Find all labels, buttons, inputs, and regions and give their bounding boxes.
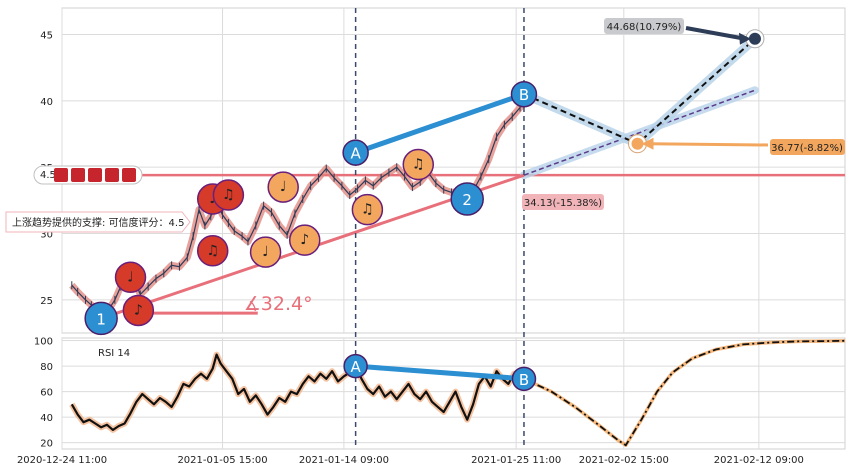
y-tick-label: 30 (40, 230, 53, 241)
callout-down-arrowhead (641, 137, 654, 150)
rating-chip (105, 168, 119, 182)
x-tick-label: 2021-02-02 15:00 (579, 455, 669, 466)
rsi-tick-label: 20 (40, 439, 53, 450)
note-marker (114, 261, 147, 294)
angle-label: ∡32.4° (244, 293, 313, 315)
wave-point-label: B (519, 86, 529, 104)
rsi-wave-point-a (343, 353, 368, 379)
rsi-panel: 20 40 60 80 100 RSI 14 (34, 337, 846, 450)
note-glyph: ♩ (127, 269, 134, 285)
x-tick-label: 2021-01-05 15:00 (177, 455, 267, 466)
x-axis: 2020-12-24 11:00 2021-01-05 15:00 2021-01-… (17, 455, 804, 466)
note-marker (267, 171, 299, 203)
trend-projection-line (523, 89, 756, 176)
note-glyph: ♩ (280, 179, 287, 195)
annotations: ♩ ♪ ♩ ♫ ♫ ♩ ♩ ♪ ♫ ♫ 1 2 A B 44.68(10.79%) 36.77(-8.82%)… (5, 8, 845, 449)
rating-chip (54, 168, 68, 182)
callout-support-box (522, 194, 604, 210)
x-tick-label: 2021-02-12 09:00 (714, 455, 804, 466)
y-tick-label: 45 (40, 31, 53, 42)
rating-chip (71, 168, 85, 182)
support-label-box (5, 211, 191, 233)
rsi-tick-label: 60 (40, 388, 53, 399)
callout-support-text: 34.13(-15.38%) (524, 198, 602, 209)
rsi-tick-label: 80 (40, 362, 53, 373)
score-badge-text: 4.5 (40, 170, 56, 181)
note-glyph: ♫ (361, 202, 374, 218)
x-tick-label: 2021-01-25 11:00 (471, 455, 561, 466)
target-down-dot (631, 137, 644, 150)
note-glyph: ♫ (206, 243, 219, 259)
wave-point-label: 2 (462, 191, 472, 209)
callout-up-arrowhead (738, 32, 751, 45)
price-panel: 2530354045∡32.4° (40, 7, 846, 334)
wave-point-b (510, 80, 538, 108)
x-tick-label: 2021-01-14 09:00 (299, 455, 389, 466)
callout-down-text: 36.77(-8.82%) (771, 143, 843, 154)
ab-segment (353, 91, 527, 156)
note-glyph: ♫ (222, 187, 235, 203)
note-marker (351, 193, 384, 226)
support-label-text: 上涨趋势提供的支撑: 可信度评分：4.5 (12, 216, 184, 229)
note-marker (212, 179, 245, 211)
wave-point-label: A (350, 145, 361, 163)
rsi-wave-point-b (511, 366, 537, 392)
note-glyph: ♩ (262, 244, 269, 260)
y-tick-label: 25 (40, 296, 53, 307)
rating-chip (88, 168, 102, 182)
note-marker (122, 294, 155, 327)
wave-point-label: 1 (96, 310, 106, 328)
rating-chip (122, 168, 136, 182)
wave-point-2 (450, 182, 484, 216)
y-tick-label: 40 (40, 97, 53, 108)
note-marker (196, 235, 229, 267)
rsi-wave-point-label: B (519, 371, 529, 389)
wave-point-a (342, 139, 369, 166)
note-glyph: ♩ (209, 191, 216, 207)
note-glyph: ♪ (134, 302, 143, 318)
callout-down-arrow (649, 142, 769, 147)
rsi-forecast-line (523, 339, 846, 447)
callout-up-arrow (685, 26, 746, 41)
price-panel-frame (61, 7, 846, 334)
rsi-line (70, 353, 525, 431)
target-up-dot (748, 32, 761, 45)
note-marker (249, 236, 282, 268)
rsi-ab-segment (353, 363, 527, 382)
rsi-tick-label: 40 (40, 413, 53, 424)
rsi-tick-label: 100 (34, 337, 53, 348)
callout-up-text: 44.68(10.79%) (607, 22, 682, 33)
wave-point-1 (84, 301, 118, 336)
rsi-wave-point-label: A (350, 358, 361, 376)
note-glyph: ♪ (300, 232, 309, 248)
note-marker (402, 148, 435, 181)
callout-down-box (770, 139, 845, 155)
callout-up-box (604, 18, 684, 34)
note-marker (288, 224, 321, 256)
x-tick-label: 2020-12-24 11:00 (17, 455, 107, 466)
note-glyph: ♫ (412, 157, 425, 173)
rsi-label: RSI 14 (98, 348, 130, 359)
